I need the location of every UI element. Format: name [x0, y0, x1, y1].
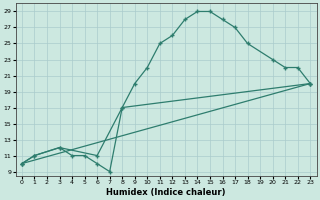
X-axis label: Humidex (Indice chaleur): Humidex (Indice chaleur) — [106, 188, 226, 197]
